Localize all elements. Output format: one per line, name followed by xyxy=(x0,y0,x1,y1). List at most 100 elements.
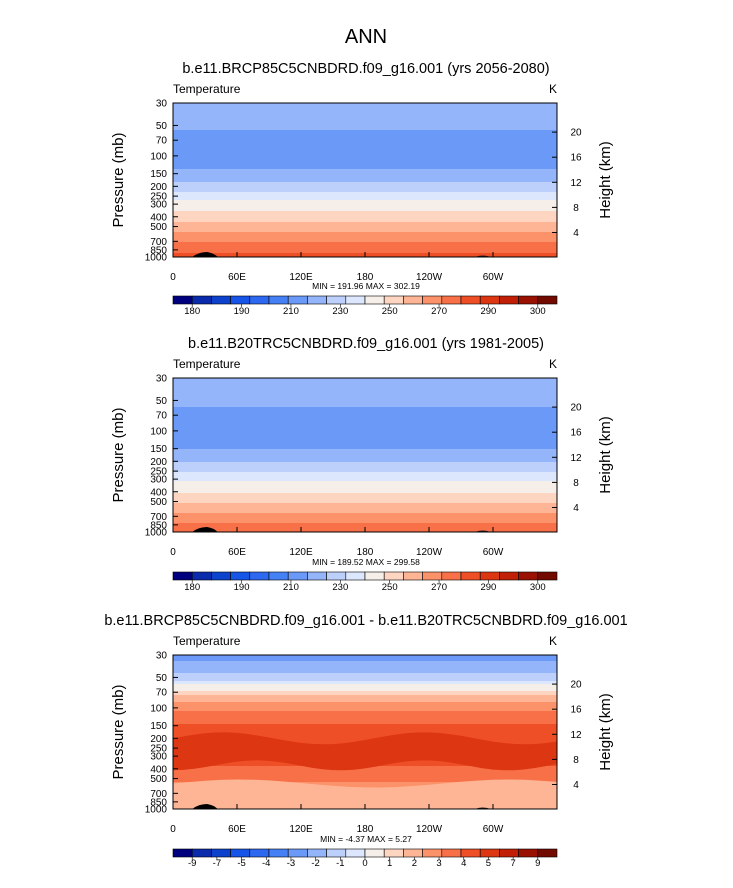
field-row xyxy=(173,403,557,405)
colorbar-box xyxy=(403,848,423,858)
field-row xyxy=(173,250,557,252)
field-row xyxy=(173,213,557,215)
colorbar-box xyxy=(441,848,462,858)
field-row xyxy=(173,484,557,486)
field-row xyxy=(173,398,557,400)
min-max-label: MIN = 191.96 MAX = 302.19 xyxy=(312,281,420,291)
field-row xyxy=(173,382,557,384)
field-row xyxy=(173,710,557,712)
field-row xyxy=(173,455,557,457)
field-row xyxy=(173,420,557,422)
field-row xyxy=(173,687,557,689)
variable-label: Temperature xyxy=(173,634,241,648)
y-tick-label: 50 xyxy=(156,121,168,132)
field-row xyxy=(173,682,557,684)
x-tick-label: 60W xyxy=(483,272,504,283)
colorbar-box xyxy=(287,295,308,305)
field-row xyxy=(173,471,557,473)
field-row xyxy=(173,179,557,181)
field-row xyxy=(173,519,557,521)
field-row xyxy=(173,670,557,672)
colorbar-box xyxy=(518,571,539,581)
colorbar-label: 190 xyxy=(234,582,250,593)
field-row xyxy=(173,465,557,467)
field-row xyxy=(173,690,557,692)
colorbar-box xyxy=(307,571,327,581)
field-row xyxy=(173,684,557,686)
field-row xyxy=(173,697,557,699)
x-tick-label: 120E xyxy=(289,272,313,283)
field-row xyxy=(173,150,557,152)
temperature-field xyxy=(173,378,557,532)
field-row xyxy=(173,390,557,392)
colorbar-box xyxy=(441,295,462,305)
colorbar-box xyxy=(518,295,539,305)
y-tick-label: 850 xyxy=(150,520,167,531)
field-row xyxy=(173,384,557,386)
field-row xyxy=(173,700,557,702)
field-row xyxy=(173,216,557,218)
field-row xyxy=(173,155,557,157)
field-row xyxy=(173,461,557,463)
field-row xyxy=(173,381,557,383)
x-tick-label: 0 xyxy=(170,824,176,835)
topography xyxy=(192,804,218,809)
field-row xyxy=(173,502,557,504)
colorbar-box xyxy=(499,295,519,305)
field-row xyxy=(173,182,557,184)
field-row xyxy=(173,475,557,477)
field-row xyxy=(173,460,557,462)
field-row xyxy=(173,436,557,438)
field-row xyxy=(173,424,557,426)
y2-tick-label: 20 xyxy=(570,128,582,139)
field-row xyxy=(173,729,557,731)
field-row xyxy=(173,666,557,668)
colorbar-box xyxy=(326,295,347,305)
field-row xyxy=(173,447,557,449)
colorbar-label: 2 xyxy=(412,858,417,869)
field-row xyxy=(173,158,557,160)
y-tick-label: 200 xyxy=(150,182,167,193)
field-row xyxy=(173,437,557,439)
field-row xyxy=(173,736,557,738)
field-row xyxy=(173,210,557,212)
min-max-label: MIN = 189.52 MAX = 299.58 xyxy=(312,557,420,567)
colorbar-label: 230 xyxy=(332,306,348,317)
field-row xyxy=(173,662,557,664)
field-row xyxy=(173,113,557,115)
field-row xyxy=(173,215,557,217)
field-row xyxy=(173,156,557,158)
field-row xyxy=(173,431,557,433)
field-row xyxy=(173,104,557,106)
y-tick-label: 700 xyxy=(150,789,167,800)
colorbar-label: 4 xyxy=(461,858,466,869)
field-row xyxy=(173,137,557,139)
field-row xyxy=(173,452,557,454)
field-row xyxy=(173,181,557,183)
x-tick-label: 120W xyxy=(416,272,443,283)
field-row xyxy=(173,132,557,134)
colorbar-box xyxy=(537,571,558,581)
field-row xyxy=(173,692,557,694)
field-row xyxy=(173,490,557,492)
field-row xyxy=(173,233,557,235)
colorbar-label: 210 xyxy=(283,306,299,317)
field-row xyxy=(173,466,557,468)
field-row xyxy=(173,383,557,385)
colorbar-label: 180 xyxy=(184,306,200,317)
field-low-band xyxy=(173,779,557,809)
x-tick-label: 180 xyxy=(357,272,374,283)
y-tick-label: 500 xyxy=(150,774,167,785)
field-row xyxy=(173,105,557,107)
x-tick-label: 60W xyxy=(483,824,504,835)
field-row xyxy=(173,719,557,721)
x-tick-label: 60W xyxy=(483,547,504,558)
field-row xyxy=(173,193,557,195)
field-row xyxy=(173,776,557,778)
field-row xyxy=(173,209,557,211)
colorbar-box xyxy=(211,295,231,305)
field-row xyxy=(173,199,557,201)
field-row xyxy=(173,163,557,165)
y-tick-label: 70 xyxy=(156,411,168,422)
colorbar-box xyxy=(287,848,308,858)
